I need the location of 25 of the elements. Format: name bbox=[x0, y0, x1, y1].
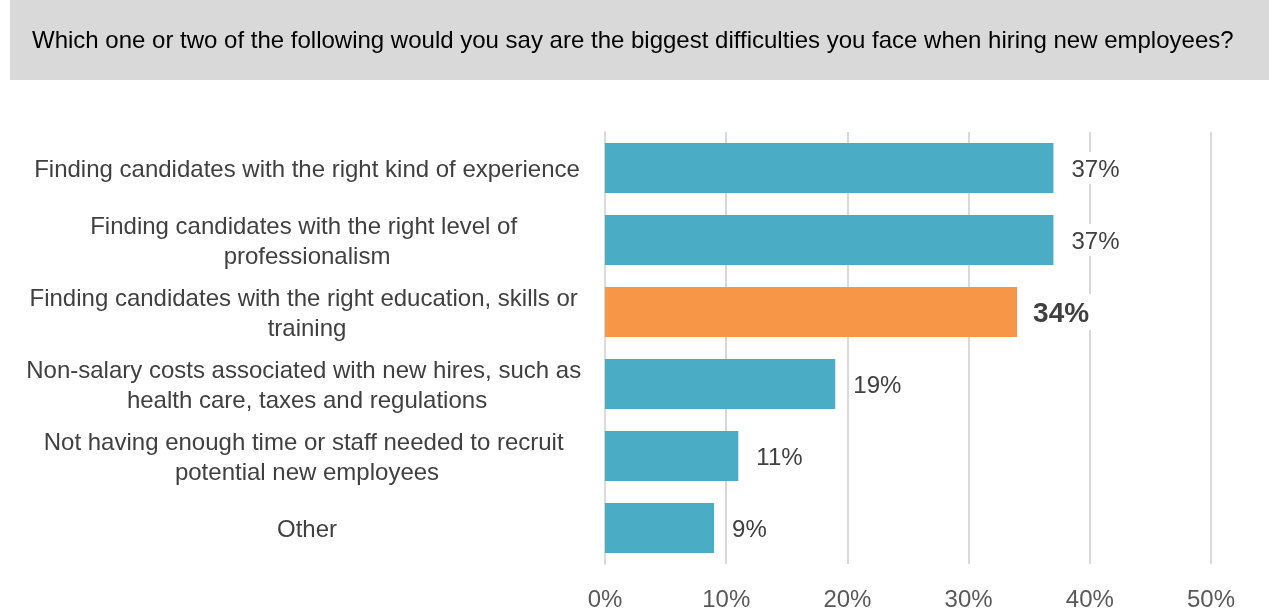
data-label: 37% bbox=[1071, 226, 1120, 254]
data-label: 9% bbox=[732, 514, 767, 542]
data-label: 34% bbox=[1033, 296, 1090, 328]
bar bbox=[605, 215, 1054, 265]
data-label: 37% bbox=[1071, 154, 1120, 182]
bar bbox=[605, 359, 836, 409]
y-tick-label: Other bbox=[276, 514, 338, 542]
x-tick-label: 30% bbox=[944, 584, 993, 610]
x-tick-label: 10% bbox=[702, 584, 751, 610]
x-tick-label: 0% bbox=[587, 584, 623, 610]
bar bbox=[605, 503, 715, 553]
y-tick-label: Non-salary costs associated with new hires, such as health care, taxes and regulations bbox=[26, 355, 588, 413]
y-tick-label: Finding candidates with the right education, skills or training bbox=[29, 283, 585, 341]
x-tick-label: 50% bbox=[1186, 584, 1236, 610]
bar bbox=[605, 287, 1018, 337]
y-tick-label: Finding candidates with the right kind of experience bbox=[34, 154, 580, 182]
chart-title: Which one or two of the following would you say are the biggest difficulties you face when hiring new employees? bbox=[10, 0, 1269, 80]
x-tick-label: 20% bbox=[823, 584, 872, 610]
bar bbox=[605, 431, 739, 481]
data-label: 11% bbox=[756, 442, 803, 470]
y-tick-label: Not having enough time or staff needed to recruit potential new employees bbox=[43, 427, 571, 485]
bar bbox=[605, 143, 1054, 193]
data-label: 19% bbox=[853, 370, 902, 398]
x-tick-label: 40% bbox=[1065, 584, 1114, 610]
y-tick-label: Finding candidates with the right level of professionalism bbox=[90, 211, 524, 269]
